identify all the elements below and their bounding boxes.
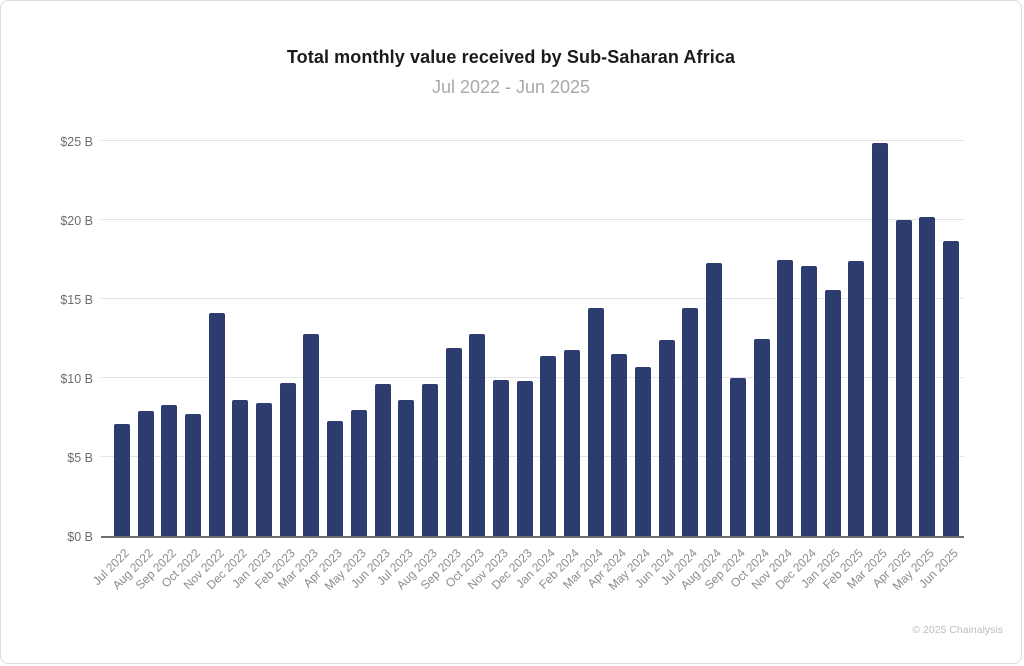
- bar: [943, 240, 959, 536]
- bar: [492, 379, 509, 536]
- bar: [753, 338, 770, 536]
- bar: [374, 384, 391, 536]
- y-axis-label: $10 B: [60, 372, 93, 386]
- bar: [682, 308, 699, 536]
- bar: [516, 381, 533, 536]
- bar: [469, 333, 486, 536]
- bar: [540, 355, 557, 536]
- bar: [185, 414, 202, 536]
- bar: [824, 289, 841, 536]
- y-axis-label: $20 B: [60, 214, 93, 228]
- bar: [327, 420, 344, 536]
- bar: [421, 384, 438, 536]
- y-axis-label: $5 B: [67, 451, 93, 465]
- bar: [871, 142, 888, 536]
- bar: [800, 265, 817, 536]
- bar: [398, 400, 415, 536]
- bar: [137, 411, 154, 536]
- bar: [232, 400, 249, 536]
- y-axis-label: $0 B: [67, 530, 93, 544]
- chart-header: Total monthly value received by Sub-Saha…: [1, 47, 1021, 98]
- plot-area: [101, 140, 964, 538]
- chart-subtitle: Jul 2022 - Jun 2025: [431, 77, 591, 97]
- y-axis-label: $25 B: [60, 135, 93, 149]
- bar: [587, 308, 604, 536]
- gridline: [101, 298, 964, 299]
- bar: [919, 216, 936, 536]
- y-axis-label: $15 B: [60, 293, 93, 307]
- footer-credit: © 2025 Chainalysis: [912, 624, 1003, 636]
- chart-title: Total monthly value received by Sub-Saha…: [286, 47, 736, 67]
- bar: [848, 261, 865, 536]
- bar: [777, 259, 794, 536]
- bar: [350, 409, 367, 536]
- bar: [564, 349, 581, 536]
- gridline: [101, 377, 964, 378]
- bar: [635, 366, 652, 536]
- bar: [161, 404, 178, 536]
- bar: [114, 423, 130, 536]
- bar: [611, 354, 628, 536]
- bar: [445, 347, 462, 536]
- bar: [256, 403, 273, 536]
- bar: [729, 378, 746, 536]
- bar: [895, 220, 912, 536]
- gridline: [101, 140, 964, 141]
- gridline: [101, 219, 964, 220]
- bar: [279, 382, 296, 536]
- bar: [208, 313, 225, 536]
- bar: [303, 333, 320, 536]
- bar: [706, 262, 723, 536]
- bar: [658, 340, 675, 536]
